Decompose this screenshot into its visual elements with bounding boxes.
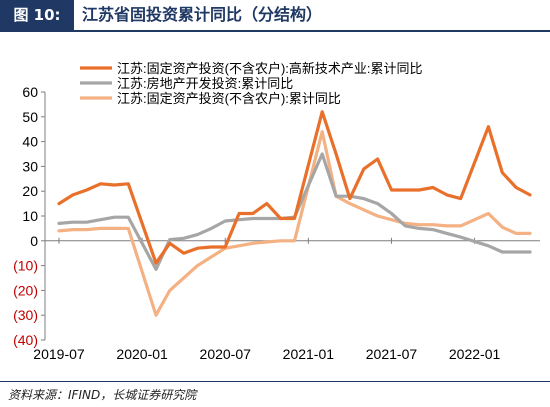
series-line-1 [57,110,532,265]
y-tick-label: (40) [13,332,38,348]
series-line-3 [57,130,532,317]
x-tick-label: 2020-01 [116,346,168,362]
series-line-2 [57,152,532,271]
legend-label-3: 江苏:固定资产投资(不含农户):累计同比 [117,91,341,106]
y-tick-label: 60 [22,84,38,100]
y-tick-label: (20) [13,282,38,298]
figure-number: 图 10: [0,0,74,30]
x-tick-label: 2021-01 [283,346,335,362]
figure-title: 江苏省固投资累计同比（分结构） [82,5,323,24]
y-tick-label: 40 [22,134,38,150]
y-tick-label: (10) [13,258,38,274]
y-tick-label: 0 [30,233,38,249]
y-tick-label: (30) [13,307,38,323]
figure-title-bar: 图 10: 江苏省固投资累计同比（分结构） [0,0,550,32]
y-tick-label: 50 [22,109,38,125]
x-tick-label: 2021-07 [366,346,418,362]
y-tick-label: 10 [22,208,38,224]
line-chart: (40) (30) (20) (10) 0 10 20 30 40 50 60 2019-07 2020… [13,61,540,362]
x-tick-label: 2019-07 [33,346,85,362]
x-tick-label: 2022-01 [449,346,501,362]
source-note: 资料来源：IFIND，长城证券研究院 [8,388,197,402]
x-tick-label: 2020-07 [200,346,252,362]
legend-label-2: 江苏:房地产开发投资:累计同比 [117,76,293,91]
legend-label-1: 江苏:固定资产投资(不含农户):高新技术产业:累计同比 [117,61,423,76]
figure-footer: 资料来源：IFIND，长城证券研究院 [0,381,550,407]
y-tick-label: 30 [22,158,38,174]
y-tick-label: 20 [22,183,38,199]
